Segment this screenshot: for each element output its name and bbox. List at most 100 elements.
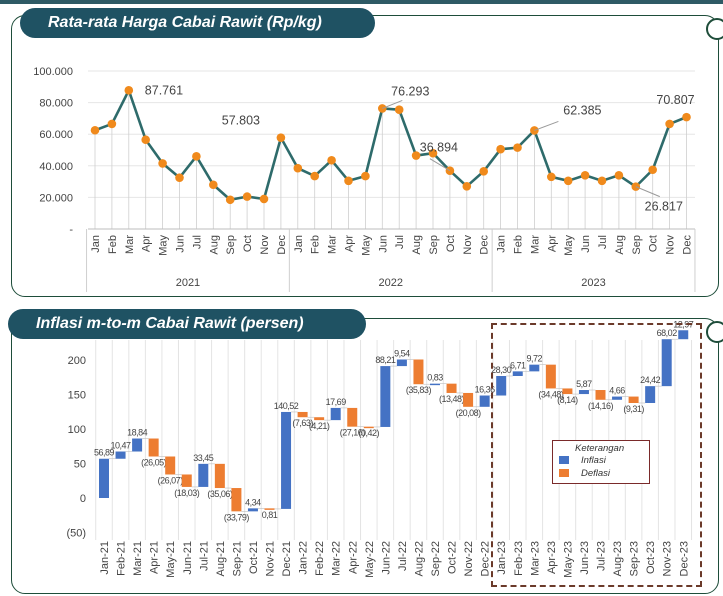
deflasi-bar [264, 508, 275, 510]
x-tick-label: Aug [208, 235, 220, 255]
x-tick-label: Apr-22 [347, 541, 359, 574]
panel-edge-circle [706, 18, 723, 40]
chart-legend: Keterangan Inflasi Deflasi [552, 440, 650, 484]
x-tick-label: May-21 [165, 541, 177, 578]
inflasi-bar [380, 366, 391, 427]
price-point [513, 143, 522, 152]
y-tick-label: 0 [80, 493, 86, 505]
price-point [665, 119, 674, 129]
price-point [175, 173, 184, 182]
data-label: 62.385 [563, 103, 601, 117]
bar-value-label: 68,02 [657, 328, 678, 338]
x-tick-label: Dec-21 [281, 541, 293, 576]
x-tick-label: Jun [377, 235, 389, 253]
x-tick-label: Aug-21 [215, 541, 227, 576]
price-point [496, 144, 505, 154]
x-tick-label: Dec [276, 235, 288, 255]
bar-value-label: (35,06) [207, 489, 233, 499]
legend-item-deflasi: Deflasi [559, 468, 610, 480]
x-tick-label: Jan [293, 235, 305, 253]
bar-value-label: 0,83 [427, 373, 443, 383]
x-tick-label: Nov-23 [662, 541, 674, 576]
deflasi-bar [595, 390, 606, 400]
data-label: 26.817 [645, 200, 683, 214]
inflasi-bar [512, 371, 523, 376]
inflasi-bar [496, 375, 507, 396]
legend-swatch-inflasi [559, 456, 569, 465]
top-accent-bar [0, 0, 723, 4]
inflasi-bar [578, 390, 589, 395]
price-point [479, 167, 489, 176]
price-point [597, 176, 607, 186]
deflasi-bar [214, 463, 225, 489]
data-label: 70.807 [656, 93, 694, 107]
price-point [563, 176, 573, 186]
price-point [107, 119, 117, 129]
legend-label-inflasi: Inflasi [581, 455, 606, 466]
bar-value-label: (0,42) [359, 428, 380, 438]
bar-value-label: (8,14) [557, 395, 578, 405]
bar-value-label: 56,89 [94, 448, 115, 458]
x-tick-label: Aug-23 [612, 541, 624, 576]
inflasi-bar [612, 396, 623, 400]
inflasi-bar [645, 386, 656, 403]
deflasi-bar [545, 364, 556, 389]
data-label-leader [429, 158, 451, 172]
price-point [361, 171, 370, 181]
bar-value-label: (7,63) [292, 418, 313, 428]
bar-value-label: (14,16) [588, 401, 614, 411]
y-tick-label: 100.000 [33, 66, 73, 78]
legend-swatch-deflasi [559, 469, 569, 478]
x-tick-label: Jan-21 [99, 541, 111, 575]
x-tick-label: Jan-22 [298, 541, 310, 575]
inflasi-bar [281, 411, 292, 509]
x-tick-label: Oct [242, 235, 254, 252]
inflasi-bar [198, 463, 209, 487]
x-tick-label: Nov-21 [265, 541, 277, 576]
x-tick-label: Sep [225, 235, 237, 255]
highlight-2023-box [491, 323, 702, 587]
x-tick-label: Apr [344, 235, 356, 252]
bar-value-label: 33,45 [193, 453, 214, 463]
inflasi-bar [529, 364, 540, 372]
x-tick-label: Aug [614, 235, 626, 255]
x-tick-label: Apr [141, 235, 153, 252]
deflasi-bar [347, 407, 358, 427]
bar-value-label: 17,69 [326, 397, 347, 407]
x-tick-label: May [360, 235, 372, 256]
bar-value-label: (34,48) [538, 389, 564, 399]
deflasi-bar [562, 388, 573, 395]
x-tick-label: Oct [648, 235, 660, 252]
x-tick-label: Sep [631, 235, 643, 255]
x-tick-label: Oct-21 [248, 541, 260, 574]
y-tick-label: 40.000 [39, 161, 73, 173]
year-label: 2022 [379, 277, 403, 289]
bar-value-label: 0,81 [262, 510, 278, 520]
data-label: 57.803 [222, 114, 260, 128]
price-point [580, 170, 590, 180]
x-tick-label: Sep-23 [629, 541, 641, 576]
price-point [192, 152, 201, 161]
x-tick-label: Feb [513, 235, 525, 254]
x-tick-label: May [563, 235, 575, 256]
price-chart-title: Rata-rata Harga Cabai Rawit (Rp/kg) [20, 8, 375, 38]
price-point [648, 165, 657, 175]
x-tick-label: Jun-21 [182, 541, 194, 575]
bar-value-label: (26,07) [158, 475, 184, 485]
price-point [242, 192, 252, 201]
bar-value-label: (4,21) [309, 421, 330, 431]
bar-value-label: 6,71 [510, 360, 526, 370]
x-tick-label: Jul [597, 235, 609, 249]
deflasi-bar [314, 417, 325, 421]
legend-item-inflasi: Inflasi [559, 455, 606, 467]
bar-value-label: (33,79) [224, 512, 250, 522]
inflasi-bar [132, 438, 143, 452]
data-label-leader [382, 99, 403, 109]
x-tick-label: Mar-23 [529, 541, 541, 576]
deflasi-bar [181, 474, 192, 487]
x-tick-label: Aug-22 [413, 541, 425, 576]
deflasi-bar [413, 359, 424, 385]
x-tick-label: Jul [394, 235, 406, 249]
x-tick-label: Sep-21 [231, 541, 243, 576]
inflasi-bar [479, 395, 490, 407]
